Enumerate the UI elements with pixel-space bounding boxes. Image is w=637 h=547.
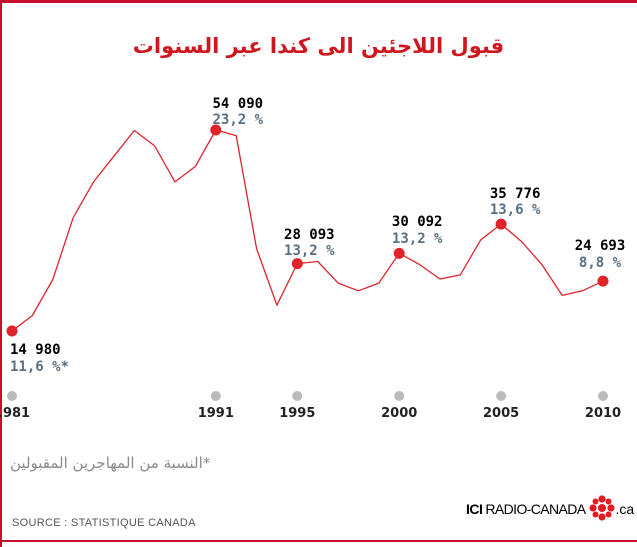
pct-label-1991: 23,2 %	[213, 112, 264, 128]
data-point-2000	[393, 247, 405, 259]
data-point-1995	[291, 258, 303, 270]
value-label-2000: 30 092	[392, 214, 443, 230]
data-point-1981	[6, 325, 18, 337]
value-label-2010: 24 693	[575, 238, 626, 254]
radio-canada-logo: ICI RADIO-CANADA .ca	[466, 494, 635, 524]
data-point-1991	[210, 124, 222, 136]
pct-label-2010: 8,8 %	[579, 255, 622, 271]
x-tick-dot-1991	[210, 391, 221, 401]
footnote: *النسبة من المهاجرين المقبولين	[10, 454, 211, 472]
x-tick-dot-2010	[598, 391, 608, 401]
top-border	[0, 0, 637, 3]
x-tick-dot-1981	[7, 391, 17, 401]
logo-name: RADIO-CANADA	[485, 501, 586, 517]
bottom-border	[0, 540, 637, 542]
data-point-2010	[597, 275, 609, 287]
x-tick-dot-2005	[496, 391, 507, 401]
value-label-2005: 35 776	[490, 186, 541, 202]
value-label-1981: 14 980	[10, 342, 61, 358]
logo-ici: ICI	[466, 501, 483, 517]
x-tick-label-2010: 2010	[585, 406, 621, 421]
x-tick-dot-1995	[292, 391, 303, 401]
x-tick-label-2000: 2000	[381, 406, 417, 421]
chart-title: قبول اللاجئين الى كندا عبر السنوات	[132, 34, 505, 58]
cbc-gem-icon	[588, 494, 615, 524]
value-label-1995: 28 093	[284, 227, 335, 243]
left-border	[0, 0, 2, 547]
data-point-2005	[495, 218, 507, 230]
pct-label-2000: 13,2 %	[392, 231, 443, 247]
x-tick-label-1981: 1981	[0, 406, 30, 421]
x-tick-label-1991: 1991	[198, 406, 234, 421]
value-label-1991: 54 090	[213, 96, 264, 112]
pct-label-1995: 13,2 %	[284, 243, 335, 259]
x-tick-label-2005: 2005	[483, 406, 519, 421]
x-tick-dot-2000	[394, 391, 405, 401]
x-tick-label-1995: 1995	[279, 406, 315, 421]
source-note: SOURCE : STATISTIQUE CANADA	[12, 517, 196, 529]
pct-label-2005: 13,6 %	[490, 202, 541, 218]
logo-tld: .ca	[615, 501, 635, 517]
pct-label-1981: 11,6 %*	[10, 359, 69, 375]
